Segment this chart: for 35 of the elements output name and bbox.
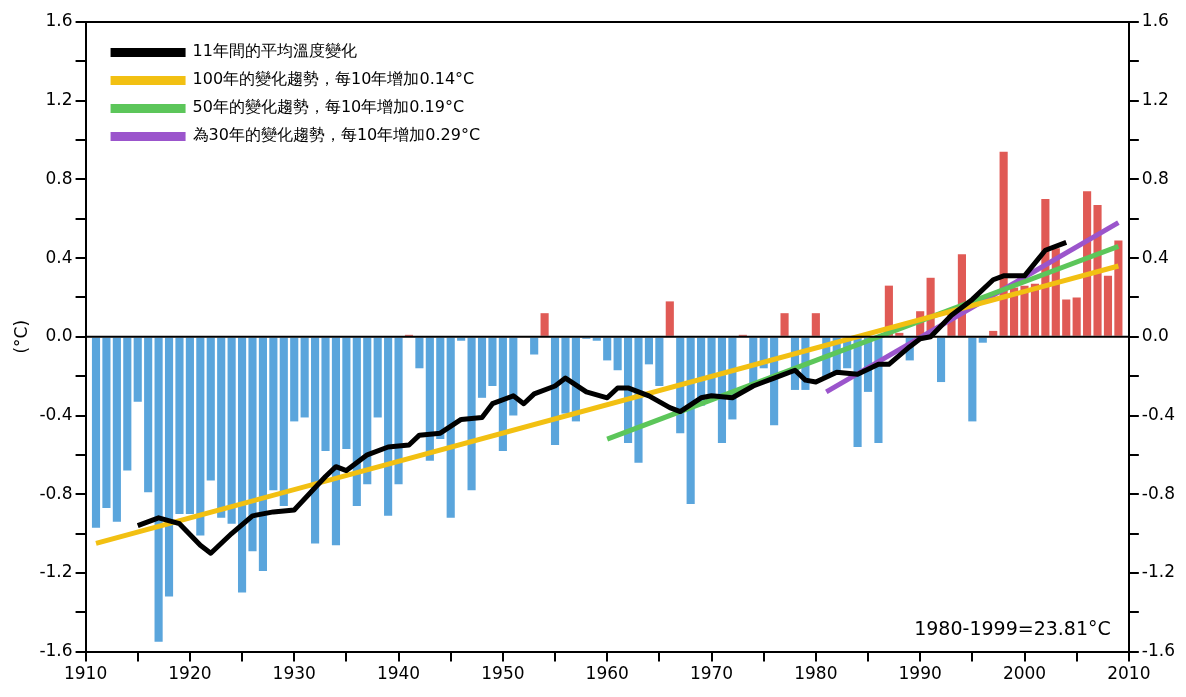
y2-tick-label: 0.8 — [1141, 167, 1169, 188]
legend-label: 100年的變化趨勢，每10年增加0.14°C — [192, 69, 475, 89]
y-tick-label: 0.8 — [45, 167, 73, 188]
y2-tick-label: 0.4 — [1141, 246, 1169, 267]
x-tick-label: 1970 — [689, 663, 734, 684]
x-tick-label: 1950 — [481, 663, 525, 684]
x-tick-label: 2000 — [1002, 663, 1047, 684]
y-tick-label: 1.2 — [45, 89, 73, 110]
y-tick-label: 1.6 — [45, 10, 73, 31]
y2-tick-label: -1.2 — [1141, 561, 1175, 582]
y2-tick-label: 1.6 — [1141, 10, 1169, 31]
legend-label: 11年間的平均溫度變化 — [192, 41, 357, 61]
y-axis-title: (°C) — [10, 319, 31, 354]
x-tick-label: 1980 — [794, 663, 838, 684]
y-tick-label: 0.4 — [45, 246, 73, 267]
x-tick-label: 2010 — [1107, 663, 1151, 684]
y-tick-label: -0.8 — [39, 482, 73, 503]
y-tick-label: -0.4 — [39, 403, 73, 424]
y2-tick-label: 1.2 — [1141, 89, 1169, 110]
x-tick-label: 1910 — [63, 663, 108, 684]
x-tick-label: 1920 — [168, 663, 212, 684]
y-tick-label: -1.6 — [39, 640, 73, 661]
y-tick-label: -1.2 — [39, 561, 73, 582]
y2-tick-label: 0.0 — [1141, 325, 1169, 346]
legend-label: 50年的變化趨勢，每10年增加0.19°C — [192, 97, 465, 117]
y-tick-label: 0.0 — [45, 325, 73, 346]
x-tick-label: 1960 — [585, 663, 629, 684]
legend-label: 為30年的變化趨勢，每10年增加0.29°C — [192, 125, 481, 145]
x-tick-label: 1990 — [898, 663, 942, 684]
x-tick-label: 1940 — [376, 663, 421, 684]
x-tick-label: 1930 — [272, 663, 316, 684]
y2-tick-label: -0.4 — [1141, 403, 1175, 424]
y2-tick-label: -0.8 — [1141, 482, 1175, 503]
annotation: 1980-1999=23.81°C — [914, 617, 1111, 640]
y2-tick-label: -1.6 — [1141, 640, 1175, 661]
